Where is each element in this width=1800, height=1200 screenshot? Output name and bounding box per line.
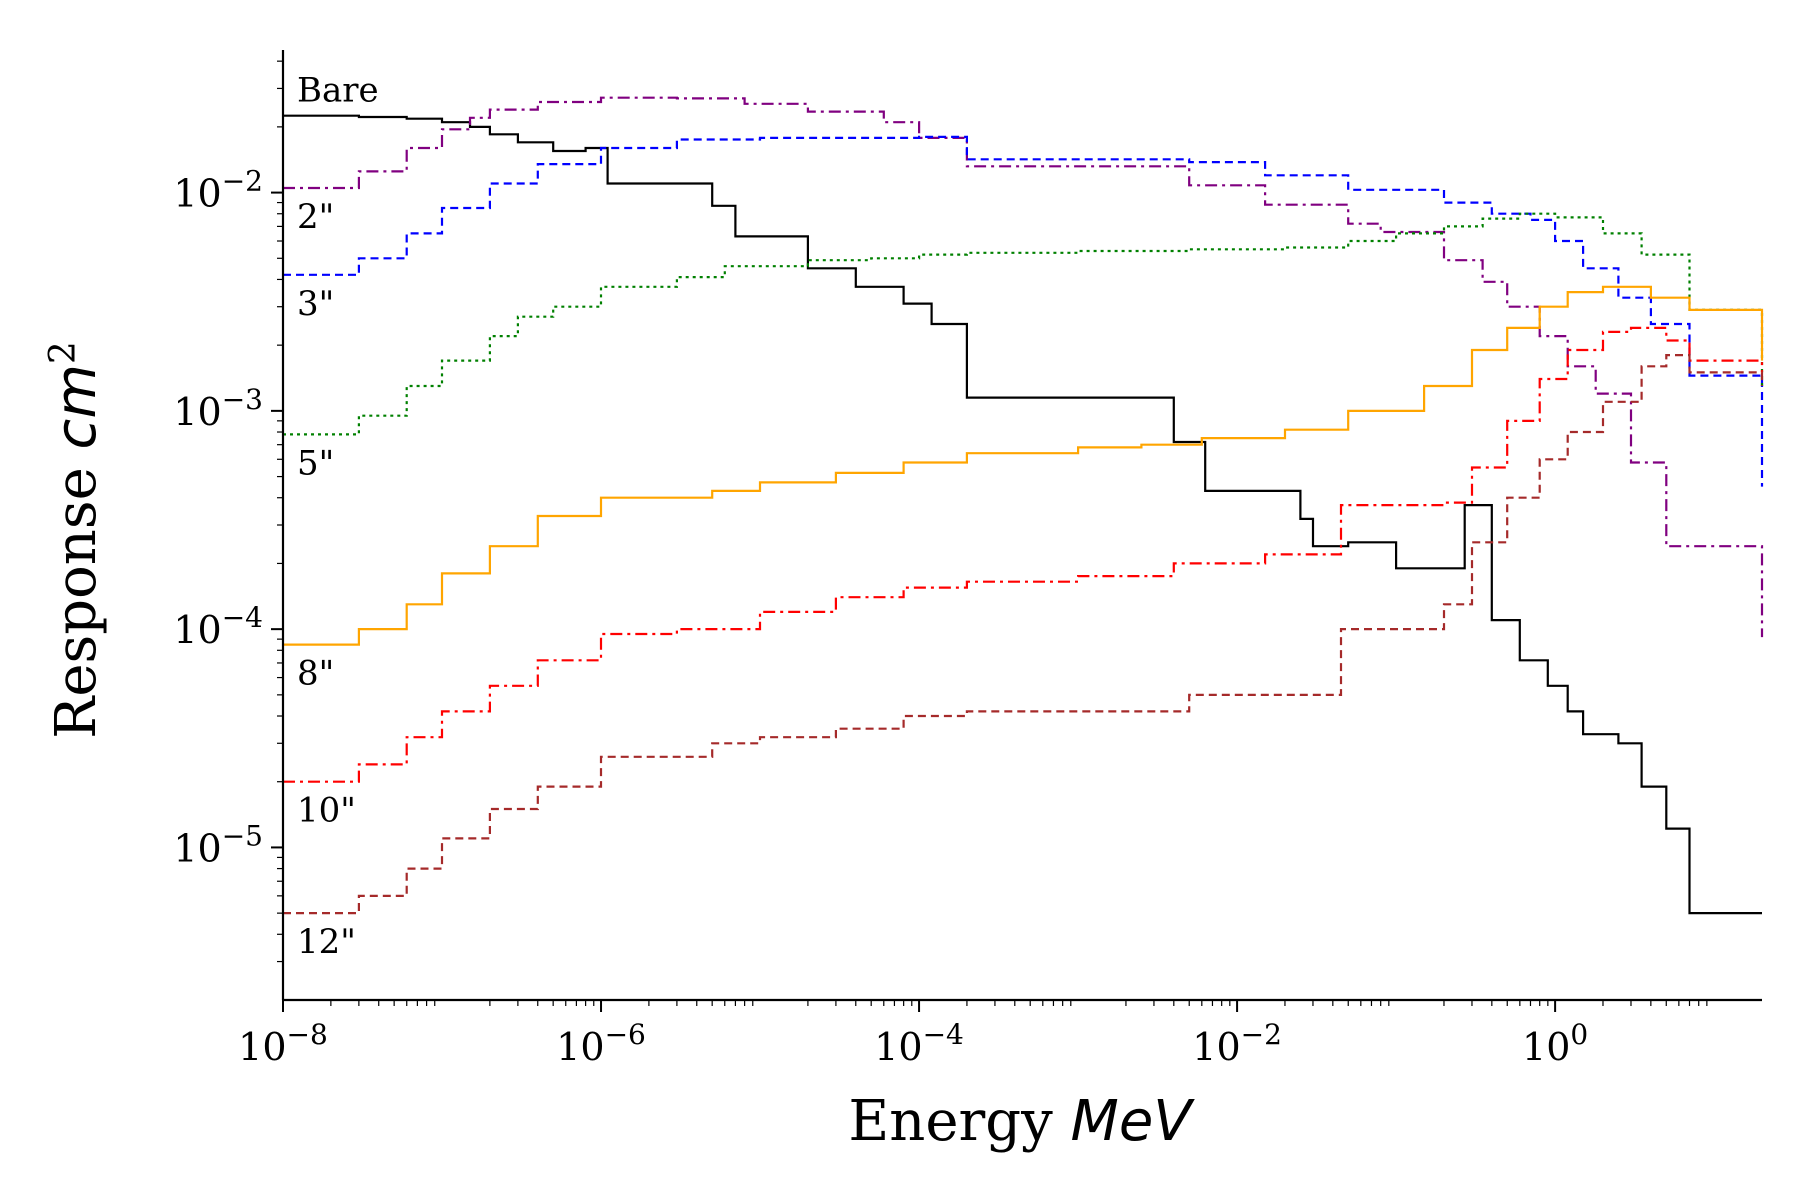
y-tick-label-2: 10−4 [173,601,263,653]
plot-area [283,96,1764,915]
y-tick-label-1: 10−3 [173,382,263,434]
axes: 10−8 10−6 10−4 10−2 100 10−2 10−3 10−4 10−5 [173,50,1762,1069]
series-line-1 [283,96,1764,638]
series-label-5: 10" [297,791,356,831]
series-label-3: 5" [297,443,334,483]
series-label-4: 8" [297,654,334,694]
x-tick-label-2: 10−4 [874,1018,964,1070]
series-label-0: Bare [297,71,379,111]
x-tick-label-0: 10−8 [238,1018,328,1070]
series-line-3 [283,212,1764,436]
y-axis-title: Response cm2 [43,341,110,739]
series-line-2 [283,135,1764,487]
series-label-6: 12" [297,922,356,962]
y-tick-label-0: 10−2 [173,164,263,216]
x-axis-title: Energy MeV [848,1089,1195,1154]
series-label-1: 2" [297,197,334,237]
series-labels: Bare 2" 3" 5" 8" 10" 12" [297,71,379,962]
series-line-6 [283,354,1764,915]
x-tick-label-3: 10−2 [1192,1018,1282,1070]
series-line-4 [283,285,1764,646]
x-tick-label-4: 100 [1522,1018,1588,1070]
series-label-2: 3" [297,284,334,324]
x-tick-label-1: 10−6 [556,1018,646,1070]
y-tick-label-3: 10−5 [173,819,263,871]
series-line-0 [283,114,1762,915]
series-line-5 [283,326,1764,783]
